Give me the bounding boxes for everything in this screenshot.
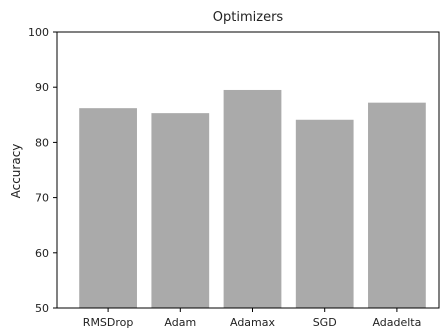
y-tick-label: 70 <box>35 192 49 205</box>
x-tick-label: Adamax <box>230 316 276 329</box>
chart-title: Optimizers <box>213 10 284 25</box>
x-tick-label: Adadelta <box>372 316 421 329</box>
x-tick-label: RMSDrop <box>83 316 134 329</box>
y-axis-label: Accuracy <box>9 144 23 199</box>
y-tick-label: 90 <box>35 81 49 94</box>
bar-sgd <box>295 119 354 308</box>
plot-frame <box>56 31 440 309</box>
y-tick-label: 50 <box>35 302 49 315</box>
x-axis-ticks: RMSDrop Adam Adamax SGD Adadelta <box>83 308 421 329</box>
y-tick-label: 80 <box>35 136 49 149</box>
bars-group <box>79 89 426 309</box>
bar-adadelta <box>368 102 426 308</box>
y-tick-label: 100 <box>28 26 49 39</box>
bar-adam <box>151 113 210 308</box>
y-axis-ticks: 50 60 70 80 90 100 <box>28 26 57 315</box>
y-tick-label: 60 <box>35 247 49 260</box>
bar-rmsdrop <box>79 108 137 309</box>
bar-adamax <box>223 89 282 309</box>
x-tick-label: Adam <box>164 316 196 329</box>
x-tick-label: SGD <box>313 316 337 329</box>
